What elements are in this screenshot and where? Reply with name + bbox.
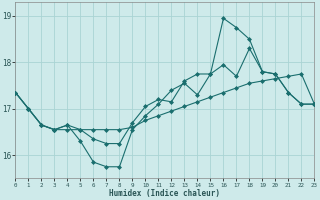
X-axis label: Humidex (Indice chaleur): Humidex (Indice chaleur) [109, 189, 220, 198]
